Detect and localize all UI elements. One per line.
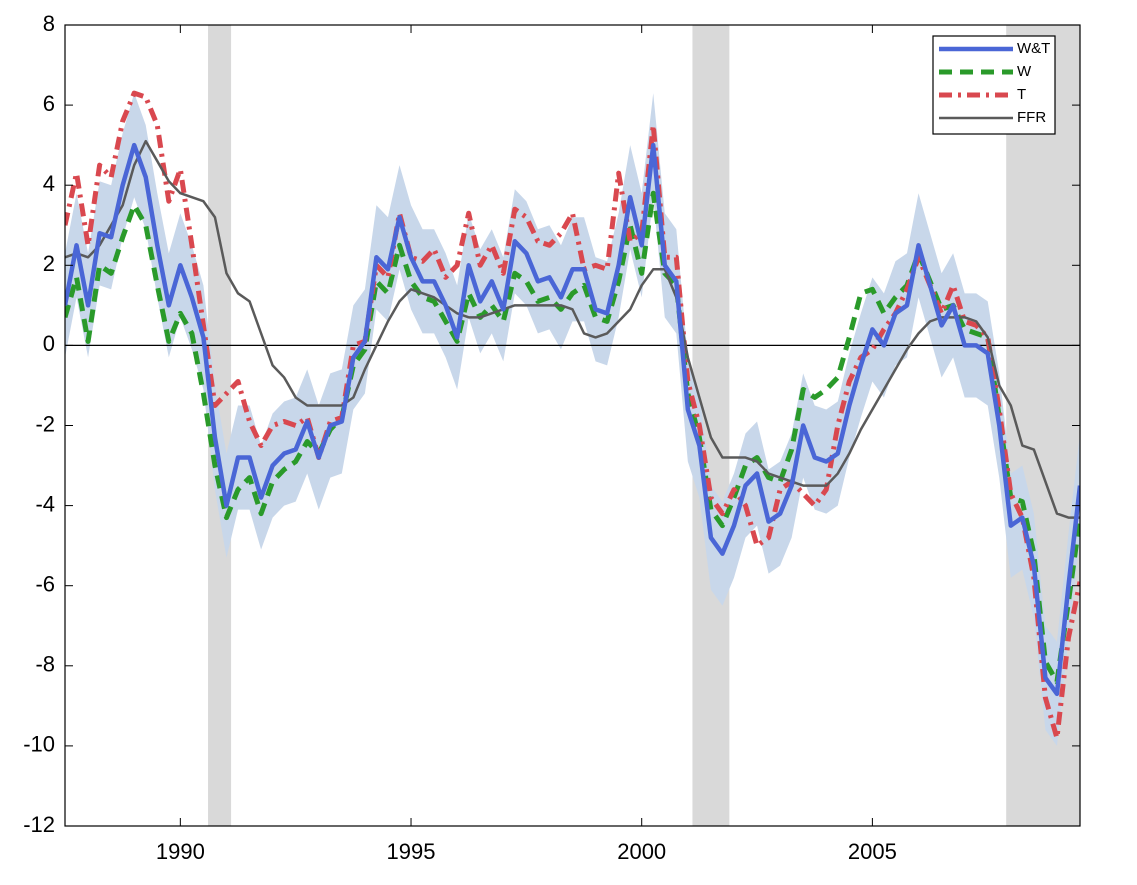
y-tick-label: -10: [23, 732, 55, 757]
legend-label: T: [1017, 86, 1026, 103]
legend-label: W&T: [1017, 40, 1050, 57]
y-tick-label: -4: [35, 491, 55, 516]
y-tick-label: -12: [23, 812, 55, 837]
legend-label: FFR: [1017, 109, 1046, 126]
x-tick-label: 2005: [848, 839, 897, 864]
x-tick-label: 1990: [156, 839, 205, 864]
series-line: [65, 142, 1080, 697]
y-tick-label: 4: [43, 171, 55, 196]
y-tick-label: 6: [43, 91, 55, 116]
x-tick-label: 1995: [387, 839, 436, 864]
y-tick-label: 0: [43, 331, 55, 356]
legend: W&T WT FFR: [932, 35, 1056, 135]
plot-area: [65, 25, 1080, 826]
y-tick-label: -8: [35, 652, 55, 677]
series-line: [65, 139, 1080, 519]
y-tick-label: 2: [43, 251, 55, 276]
y-tick-label: -6: [35, 572, 55, 597]
series-line: [65, 90, 1080, 741]
y-tick-label: 8: [43, 11, 55, 36]
x-tick-label: 2000: [617, 839, 666, 864]
y-tick-label: -2: [35, 411, 55, 436]
legend-label: W: [1017, 63, 1032, 80]
series-line: [65, 190, 1080, 685]
